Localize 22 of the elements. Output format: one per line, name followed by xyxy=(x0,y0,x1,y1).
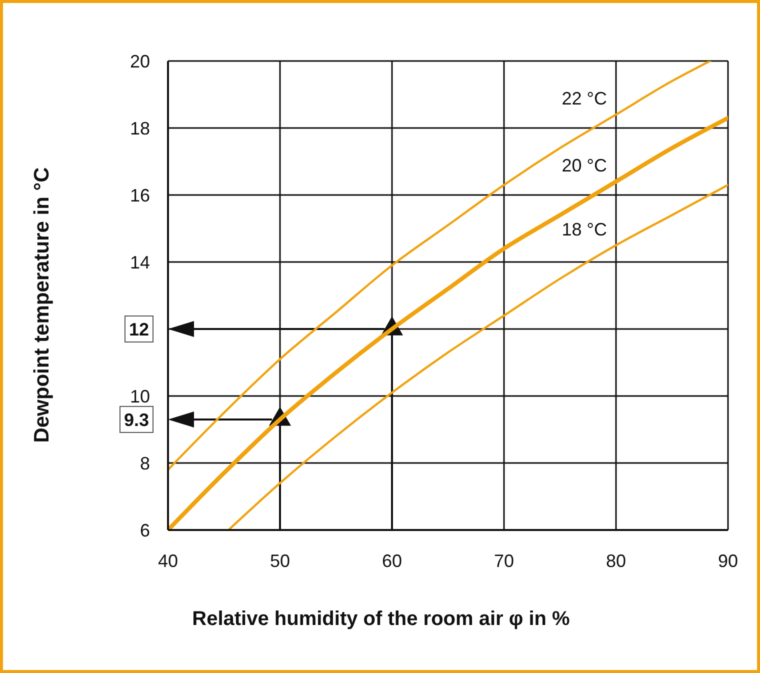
y-axis-title: Dewpoint temperature in °C xyxy=(30,167,54,443)
series-label: 18 °C xyxy=(562,219,607,240)
x-axis-title: Relative humidity of the room air φ in % xyxy=(192,608,570,630)
series-label: 20 °C xyxy=(562,156,607,176)
y-tick-label: 16 xyxy=(130,185,150,206)
y-tick-label: 18 xyxy=(130,118,150,138)
y-tick-label: 20 xyxy=(130,51,150,72)
x-tick-label: 60 xyxy=(382,550,402,571)
x-tick-label: 40 xyxy=(158,550,178,571)
series-label: 22 °C xyxy=(562,88,607,109)
text: 9.3 xyxy=(124,410,150,430)
line-series xyxy=(168,61,712,471)
x-tick-label: 80 xyxy=(606,550,626,571)
x-tick-label: 90 xyxy=(718,550,738,571)
y-tick-label: 6 xyxy=(140,520,150,540)
y-tick-label: 14 xyxy=(130,252,150,272)
line-series xyxy=(227,184,728,530)
y-tick-label: 8 xyxy=(140,453,150,474)
y-tick-label: 10 xyxy=(130,386,150,406)
x-tick-label: 50 xyxy=(270,550,290,571)
text: 12 xyxy=(128,320,150,340)
x-tick-label: 70 xyxy=(494,550,514,571)
